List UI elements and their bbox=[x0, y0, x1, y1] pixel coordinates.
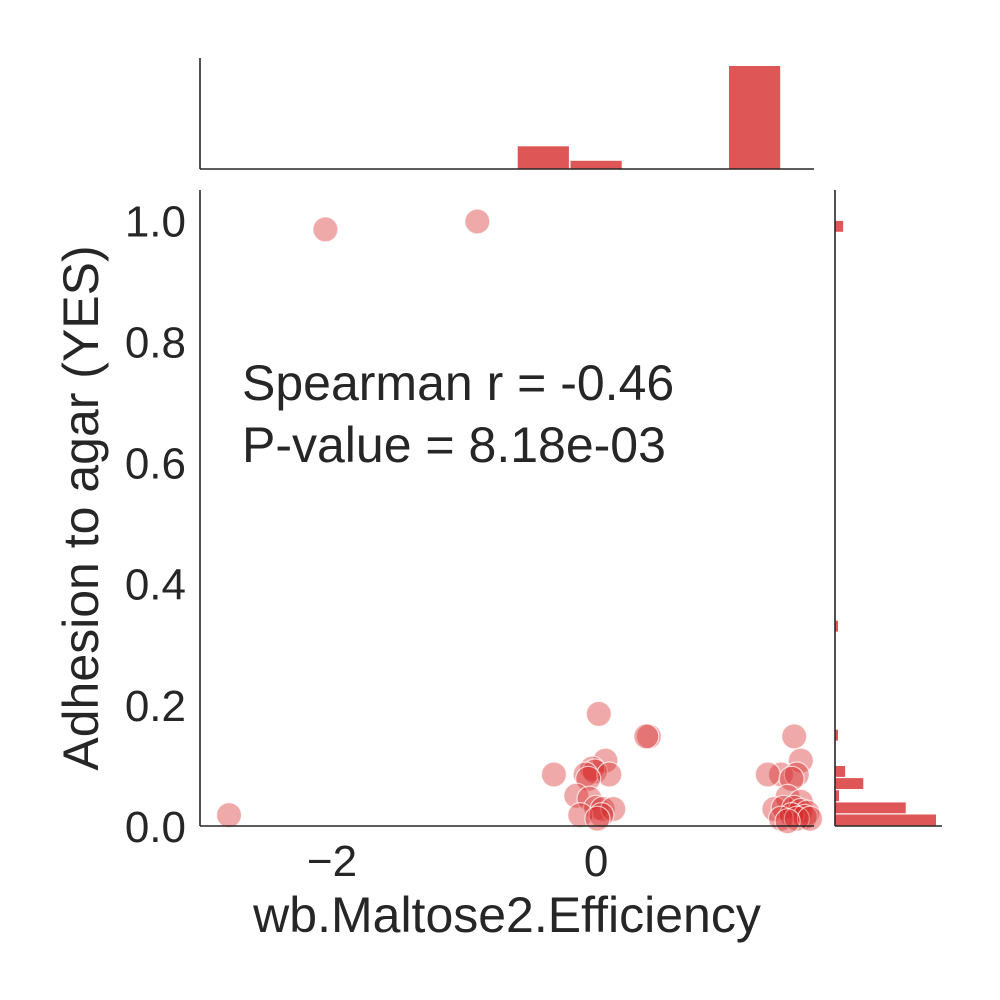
scatter-point bbox=[781, 723, 808, 750]
scatter-point bbox=[585, 700, 612, 728]
histogram-bar-x bbox=[570, 160, 622, 169]
histogram-bar-y bbox=[835, 778, 864, 789]
scatter-point bbox=[563, 782, 590, 809]
scatter-point bbox=[754, 761, 781, 788]
x-axis-label: wb.Maltose2.Efficiency bbox=[252, 887, 761, 943]
y-tick-label: 1.0 bbox=[125, 197, 186, 246]
scatter-point bbox=[796, 805, 824, 832]
histogram-bar-y bbox=[835, 220, 844, 232]
scatter-point bbox=[600, 795, 627, 823]
y-tick-label: 0.6 bbox=[125, 440, 186, 489]
scatter-point bbox=[567, 801, 594, 829]
scatter-point bbox=[215, 801, 243, 829]
scatter-points bbox=[215, 208, 824, 835]
histogram-bar-y bbox=[835, 620, 838, 632]
scatter-point bbox=[312, 216, 339, 243]
x-tick-label: 0 bbox=[584, 837, 608, 886]
y-axis-label: Adhesion to agar (YES) bbox=[53, 245, 109, 770]
scatter-point bbox=[633, 723, 660, 750]
scatter-point bbox=[767, 761, 795, 788]
y-tick-label: 0.2 bbox=[125, 682, 186, 731]
scatter-point bbox=[588, 801, 615, 829]
annotation-spearman: Spearman r = -0.46 bbox=[242, 355, 674, 411]
histogram-bar-x bbox=[517, 146, 569, 169]
histogram-bar-y bbox=[835, 729, 838, 741]
x-tick-label: −2 bbox=[307, 837, 357, 886]
histogram-bar-y bbox=[835, 790, 839, 802]
histogram-bar-y bbox=[835, 766, 846, 777]
scatter-point bbox=[783, 805, 810, 832]
histogram-bar-y bbox=[835, 814, 936, 826]
axis-ticks: −2 0 0.0 0.2 0.4 0.6 0.8 1.0 bbox=[125, 197, 609, 886]
histogram-bar-y bbox=[835, 802, 906, 814]
y-tick-label: 0.8 bbox=[125, 318, 186, 367]
marginal-y-histogram bbox=[835, 220, 936, 826]
histogram-bar-x bbox=[729, 66, 781, 169]
scatter-point bbox=[584, 805, 611, 832]
scatter-point bbox=[540, 761, 568, 788]
scatter-point bbox=[464, 208, 491, 235]
scatter-point bbox=[596, 761, 623, 788]
y-tick-label: 0.4 bbox=[125, 561, 186, 610]
marginal-x-histogram bbox=[517, 66, 781, 169]
y-tick-label: 0.0 bbox=[125, 803, 186, 852]
scatter-point bbox=[774, 808, 801, 835]
annotation-pvalue: P-value = 8.18e-03 bbox=[242, 417, 666, 473]
scatter-point bbox=[783, 761, 810, 788]
